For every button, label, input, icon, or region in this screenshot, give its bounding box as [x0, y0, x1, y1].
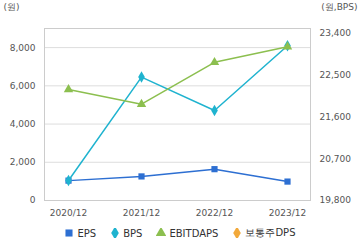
svg-text:8,000: 8,000: [10, 42, 36, 52]
svg-text:2023/12: 2023/12: [269, 208, 306, 218]
svg-text:19,800: 19,800: [320, 195, 352, 205]
svg-text:(원): (원): [4, 2, 20, 12]
html-text:보통주DPS: 보통주DPS: [245, 227, 296, 238]
html-text:EBITDAPS: EBITDAPS: [169, 227, 219, 239]
svg-text:4,000: 4,000: [10, 119, 36, 129]
svg-text:2,000: 2,000: [10, 157, 36, 167]
html-text:EPS: EPS: [77, 227, 97, 239]
svg-text:2021/12: 2021/12: [123, 208, 160, 218]
svg-text:(원,BPS): (원,BPS): [321, 2, 357, 12]
svg-text:2020/12: 2020/12: [50, 208, 87, 218]
svg-text:0: 0: [30, 195, 36, 205]
svg-text:2022/12: 2022/12: [196, 208, 233, 218]
html-text:BPS: BPS: [123, 227, 143, 239]
svg-text:6,000: 6,000: [10, 81, 36, 91]
svg-text:21,600: 21,600: [320, 112, 352, 122]
svg-text:23,400: 23,400: [320, 28, 352, 38]
svg-text:22,500: 22,500: [320, 70, 352, 80]
svg-text:20,700: 20,700: [320, 154, 352, 164]
